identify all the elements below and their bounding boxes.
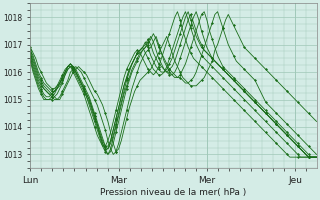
X-axis label: Pression niveau de la mer( hPa ): Pression niveau de la mer( hPa ) xyxy=(100,188,247,197)
